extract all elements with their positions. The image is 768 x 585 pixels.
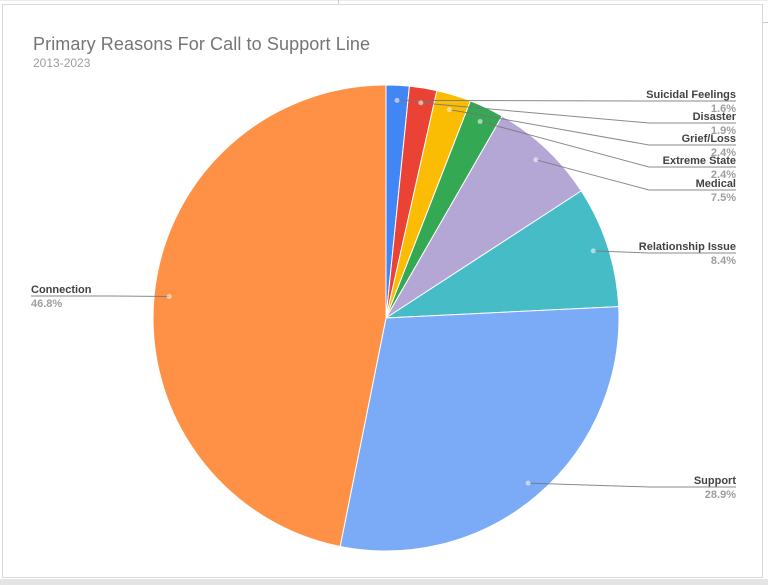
pie-slices [152, 84, 620, 552]
leader-line-grief-loss [449, 109, 736, 146]
sheet-row-gridline-tick [762, 22, 768, 23]
leader-dot-medical [533, 157, 539, 163]
sheet-row-strip-below-chart [0, 579, 768, 585]
leader-dot-connection [166, 294, 172, 299]
pie-slice-support[interactable] [339, 306, 620, 552]
leader-line-medical [535, 159, 736, 191]
slice-labels: Suicidal Feelings 1.6%Disaster 1.9%Grief/L… [31, 89, 737, 501]
slice-label-support: Support [694, 475, 736, 487]
slice-percent-support: 28.9% [705, 489, 736, 501]
slice-percent-relationship-issue: 8.4% [711, 255, 736, 267]
leader-line-connection [31, 295, 170, 297]
leader-dot-disaster [418, 100, 424, 106]
pie-slice-relationship-issue[interactable] [384, 190, 620, 319]
leader-line-extreme-state [479, 121, 736, 168]
slice-percent-extreme-state: 2.4% [711, 169, 736, 181]
slice-percent-suicidal-feelings: 1.6% [711, 103, 736, 115]
leader-dot-grief-loss [447, 107, 452, 113]
slice-percent-medical: 7.5% [711, 192, 736, 204]
slice-label-relationship-issue: Relationship Issue [639, 241, 736, 253]
leader-dot-extreme-state [477, 119, 483, 124]
slice-percent-grief-loss: 2.4% [711, 147, 736, 159]
chart-title: Primary Reasons For Call to Support Line [33, 34, 371, 54]
sheet-column-gridline-tick [338, 0, 339, 4]
leader-line-support [528, 482, 736, 488]
pie-slice-medical[interactable] [385, 115, 582, 319]
sheet-gridline-top [0, 0, 768, 1]
pie-slice-connection[interactable] [152, 84, 387, 548]
leader-dots [166, 97, 596, 486]
leader-line-relationship-issue [593, 250, 736, 254]
leader-line-suicidal-feelings [396, 99, 736, 102]
slice-label-extreme-state: Extreme State [663, 155, 736, 167]
slice-label-grief-loss: Grief/Loss [682, 133, 736, 145]
slice-label-disaster: Disaster [693, 111, 737, 123]
leader-line-disaster [420, 102, 736, 124]
slice-label-connection: Connection [31, 284, 92, 296]
slice-label-medical: Medical [696, 178, 736, 190]
leader-lines [31, 99, 736, 488]
leader-dot-suicidal-feelings [394, 97, 400, 103]
pie-chart: Suicidal Feelings 1.6%Disaster 1.9%Grief/L… [31, 84, 737, 552]
slice-percent-connection: 46.8% [31, 298, 62, 310]
leader-dot-relationship-issue [590, 248, 596, 254]
chart-container[interactable]: Primary Reasons For Call to Support Line… [2, 4, 763, 578]
chart-subtitle: 2013-2023 [33, 56, 91, 70]
slice-label-suicidal-feelings: Suicidal Feelings [646, 89, 736, 101]
leader-dot-support [525, 480, 531, 486]
slice-percent-disaster: 1.9% [711, 125, 736, 137]
